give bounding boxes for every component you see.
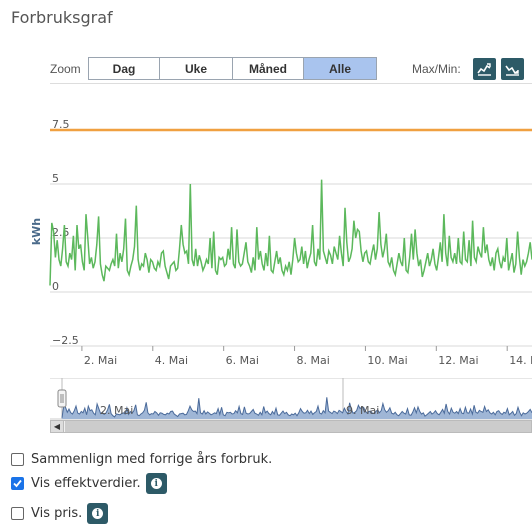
info-icon: i: [150, 478, 162, 489]
effect-label: Vis effektverdier.: [31, 476, 141, 491]
compare-option: Sammenlign med forrige års forbruk.: [11, 452, 272, 467]
price-label: Vis pris.: [31, 506, 83, 521]
chart-min-icon: [505, 65, 519, 76]
y-tick-label: −2.5: [52, 334, 79, 347]
navigator-tick: 9. Mai: [346, 404, 379, 417]
y-axis-label: kWh: [30, 218, 43, 245]
x-tick-label: 14. Mai: [509, 354, 532, 367]
toolbar-divider: [50, 83, 532, 84]
navigator-line: [61, 397, 532, 418]
zoom-label: Zoom: [50, 62, 81, 76]
show-min-button[interactable]: [501, 58, 524, 80]
compare-checkbox[interactable]: [11, 453, 24, 466]
checkmark-icon: [13, 479, 22, 488]
maxmin-label: Max/Min:: [412, 62, 461, 76]
show-max-button[interactable]: [473, 58, 496, 80]
effect-checkbox[interactable]: [11, 477, 24, 490]
effect-option: Vis effektverdier. i: [11, 473, 167, 494]
x-tick-label: 4. Mai: [155, 354, 188, 367]
price-info-button[interactable]: i: [87, 503, 109, 524]
zoom-day-button[interactable]: Dag: [88, 57, 160, 80]
navigator-scrollbar[interactable]: ◀: [50, 420, 532, 433]
zoom-month-button[interactable]: Måned: [233, 57, 304, 80]
scroll-thumb[interactable]: [65, 421, 531, 432]
navigator-tick: 2. Mai: [100, 404, 133, 417]
zoom-all-button[interactable]: Alle: [304, 57, 377, 80]
zoom-week-button[interactable]: Uke: [160, 57, 233, 80]
grid-lines: [50, 129, 532, 347]
x-tick-label: 12. Mai: [438, 354, 478, 367]
scroll-left-button[interactable]: ◀: [51, 421, 64, 432]
x-tick-label: 2. Mai: [84, 354, 117, 367]
chart-max-icon: [477, 62, 491, 76]
navigator-area: [62, 397, 532, 419]
x-tick-label: 8. Mai: [297, 354, 330, 367]
effect-info-button[interactable]: i: [145, 473, 167, 494]
y-tick-label: 5: [52, 172, 59, 185]
x-tick-label: 10. Mai: [367, 354, 407, 367]
range-navigator[interactable]: 2. Mai 9. Mai: [50, 378, 532, 434]
y-tick-label: 7.5: [52, 118, 70, 131]
price-checkbox[interactable]: [11, 507, 24, 520]
info-icon: i: [92, 508, 104, 519]
series-line[interactable]: [49, 179, 532, 286]
zoom-button-group: Dag Uke Måned Alle: [88, 57, 377, 80]
x-tick-label: 6. Mai: [226, 354, 259, 367]
navigator-handle[interactable]: [57, 389, 67, 408]
page-title: Forbruksgraf: [11, 8, 113, 27]
price-option: Vis pris. i: [11, 503, 109, 524]
x-axis-ticks: 2. Mai 4. Mai 6. Mai 8. Mai 10. Mai 12. Mai 14…: [81, 346, 532, 367]
consumption-chart[interactable]: 7.552.50−2.5 kWh 2. Mai 4. Mai 6. Mai 8. Ma…: [0, 90, 532, 370]
y-tick-label: 0: [52, 280, 59, 293]
compare-label: Sammenlign med forrige års forbruk.: [31, 452, 273, 467]
